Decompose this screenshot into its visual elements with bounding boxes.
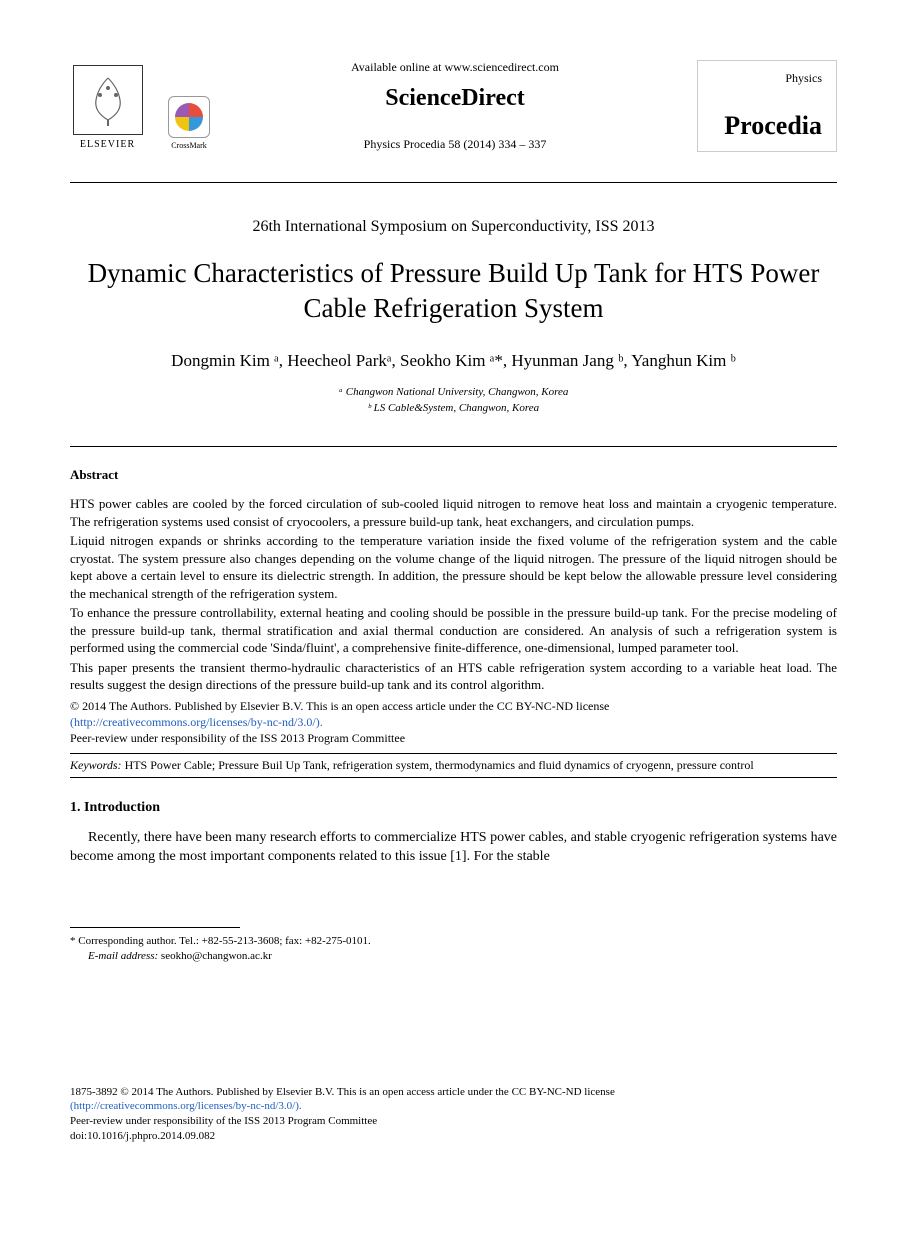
header-row: ELSEVIER CrossMark Available online at w… [70, 60, 837, 152]
footer-block: 1875-3892 © 2014 The Authors. Published … [70, 1085, 837, 1144]
left-logos: ELSEVIER CrossMark [70, 60, 213, 150]
email-label: E-mail address: [88, 950, 158, 962]
abstract-p2: Liquid nitrogen expands or shrinks accor… [70, 532, 837, 602]
elsevier-tree-icon [73, 65, 143, 135]
paper-title: Dynamic Characteristics of Pressure Buil… [70, 256, 837, 326]
license-link[interactable]: (http://creativecommons.org/licenses/by-… [70, 715, 323, 729]
abstract-heading: Abstract [70, 467, 837, 483]
footer-license-link[interactable]: (http://creativecommons.org/licenses/by-… [70, 1100, 302, 1112]
header-rule [70, 182, 837, 183]
email-line: E-mail address: seokho@changwon.ac.kr [88, 949, 837, 964]
journal-citation: Physics Procedia 58 (2014) 334 – 337 [233, 137, 677, 152]
peer-review-line: Peer-review under responsibility of the … [70, 730, 837, 746]
elsevier-logo: ELSEVIER [70, 60, 145, 150]
affiliation-b: ᵇ LS Cable&System, Changwon, Korea [70, 401, 837, 416]
footnote-block: * Corresponding author. Tel.: +82-55-213… [70, 934, 837, 965]
keywords-row: Keywords: HTS Power Cable; Pressure Buil… [70, 753, 837, 778]
authors-line: Dongmin Kim ᵃ, Heecheol Parkᵃ, Seokho Ki… [70, 351, 837, 371]
copyright-block: © 2014 The Authors. Published by Elsevie… [70, 698, 837, 747]
elsevier-label: ELSEVIER [80, 139, 135, 150]
crossmark-label: CrossMark [171, 141, 207, 150]
abstract-top-rule [70, 446, 837, 447]
abstract-p4: This paper presents the transient thermo… [70, 659, 837, 694]
journal-brand-large: Procedia [712, 111, 822, 141]
journal-brand-box: Physics Procedia [697, 60, 837, 152]
keywords-text: HTS Power Cable; Pressure Buil Up Tank, … [122, 758, 754, 772]
conference-line: 26th International Symposium on Supercon… [70, 218, 837, 236]
copyright-line1: © 2014 The Authors. Published by Elsevie… [70, 698, 837, 714]
affiliations: ᵃ Changwon National University, Changwon… [70, 385, 837, 416]
keywords-label: Keywords: [70, 758, 122, 772]
crossmark-badge[interactable]: CrossMark [165, 96, 213, 150]
corresponding-author: * Corresponding author. Tel.: +82-55-213… [70, 934, 837, 949]
journal-brand-small: Physics [712, 71, 822, 86]
abstract-body: HTS power cables are cooled by the force… [70, 495, 837, 694]
abstract-p1: HTS power cables are cooled by the force… [70, 495, 837, 530]
footer-doi: doi:10.1016/j.phpro.2014.09.082 [70, 1129, 837, 1144]
email-address: seokho@changwon.ac.kr [158, 950, 272, 962]
footer-issn-line: 1875-3892 © 2014 The Authors. Published … [70, 1085, 837, 1100]
section-1-paragraph: Recently, there have been many research … [70, 828, 837, 867]
crossmark-icon [168, 96, 210, 138]
available-online-text: Available online at www.sciencedirect.co… [233, 60, 677, 75]
footnote-separator [70, 927, 240, 928]
affiliation-a: ᵃ Changwon National University, Changwon… [70, 385, 837, 400]
abstract-p3: To enhance the pressure controllability,… [70, 604, 837, 657]
footer-peer-review: Peer-review under responsibility of the … [70, 1114, 837, 1129]
sciencedirect-logo: ScienceDirect [233, 85, 677, 112]
header-center: Available online at www.sciencedirect.co… [213, 60, 697, 152]
section-1-heading: 1. Introduction [70, 800, 837, 816]
